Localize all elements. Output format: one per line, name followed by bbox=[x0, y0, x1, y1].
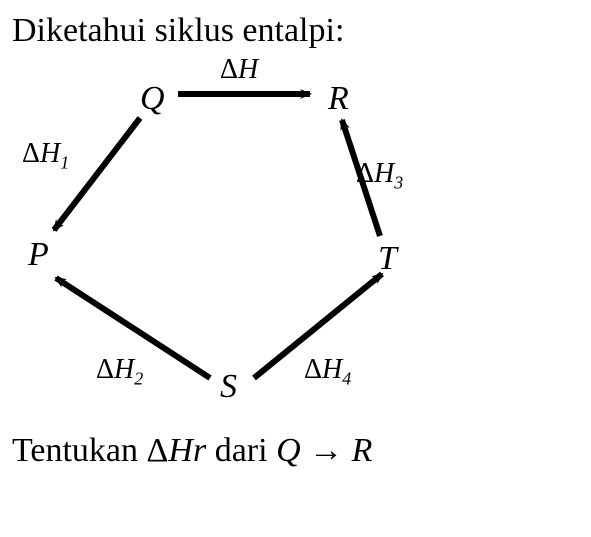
question-delta: Δ bbox=[147, 432, 169, 469]
node-p: P bbox=[28, 236, 49, 274]
question-prefix: Tentukan bbox=[12, 432, 147, 469]
question-arrow: → bbox=[301, 432, 352, 469]
question-text: Tentukan ΔHr dari Q → R bbox=[12, 432, 579, 470]
delta-glyph: Δ bbox=[220, 54, 238, 85]
sub-glyph: 2 bbox=[134, 369, 143, 389]
node-t: T bbox=[378, 240, 397, 278]
h-glyph: H bbox=[374, 158, 394, 189]
label-h1: ΔH1 bbox=[22, 138, 69, 174]
node-q: Q bbox=[140, 80, 165, 118]
delta-glyph: Δ bbox=[96, 354, 114, 385]
question-from: Q bbox=[276, 432, 301, 469]
enthalpy-cycle-diagram: Q R P T S ΔH ΔH1 ΔH3 ΔH2 ΔH4 bbox=[20, 58, 440, 428]
h-glyph: H bbox=[40, 138, 60, 169]
question-mid: dari bbox=[206, 432, 276, 469]
h-glyph: H bbox=[238, 54, 258, 85]
sub-glyph: 1 bbox=[60, 153, 69, 173]
page-title: Diketahui siklus entalpi: bbox=[12, 12, 579, 50]
delta-glyph: Δ bbox=[304, 354, 322, 385]
delta-glyph: Δ bbox=[356, 158, 374, 189]
edge-q-p bbox=[54, 118, 140, 230]
sub-glyph: 3 bbox=[394, 173, 403, 193]
label-h2: ΔH2 bbox=[96, 354, 143, 390]
label-h3: ΔH3 bbox=[356, 158, 403, 194]
h-glyph: H bbox=[114, 354, 134, 385]
h-glyph: H bbox=[322, 354, 342, 385]
delta-glyph: Δ bbox=[22, 138, 40, 169]
label-h-top: ΔH bbox=[220, 54, 258, 90]
node-s: S bbox=[220, 368, 237, 406]
question-to: R bbox=[352, 432, 373, 469]
label-h4: ΔH4 bbox=[304, 354, 351, 390]
question-var: Hr bbox=[168, 432, 206, 469]
node-r: R bbox=[328, 80, 349, 118]
sub-glyph: 4 bbox=[342, 369, 351, 389]
